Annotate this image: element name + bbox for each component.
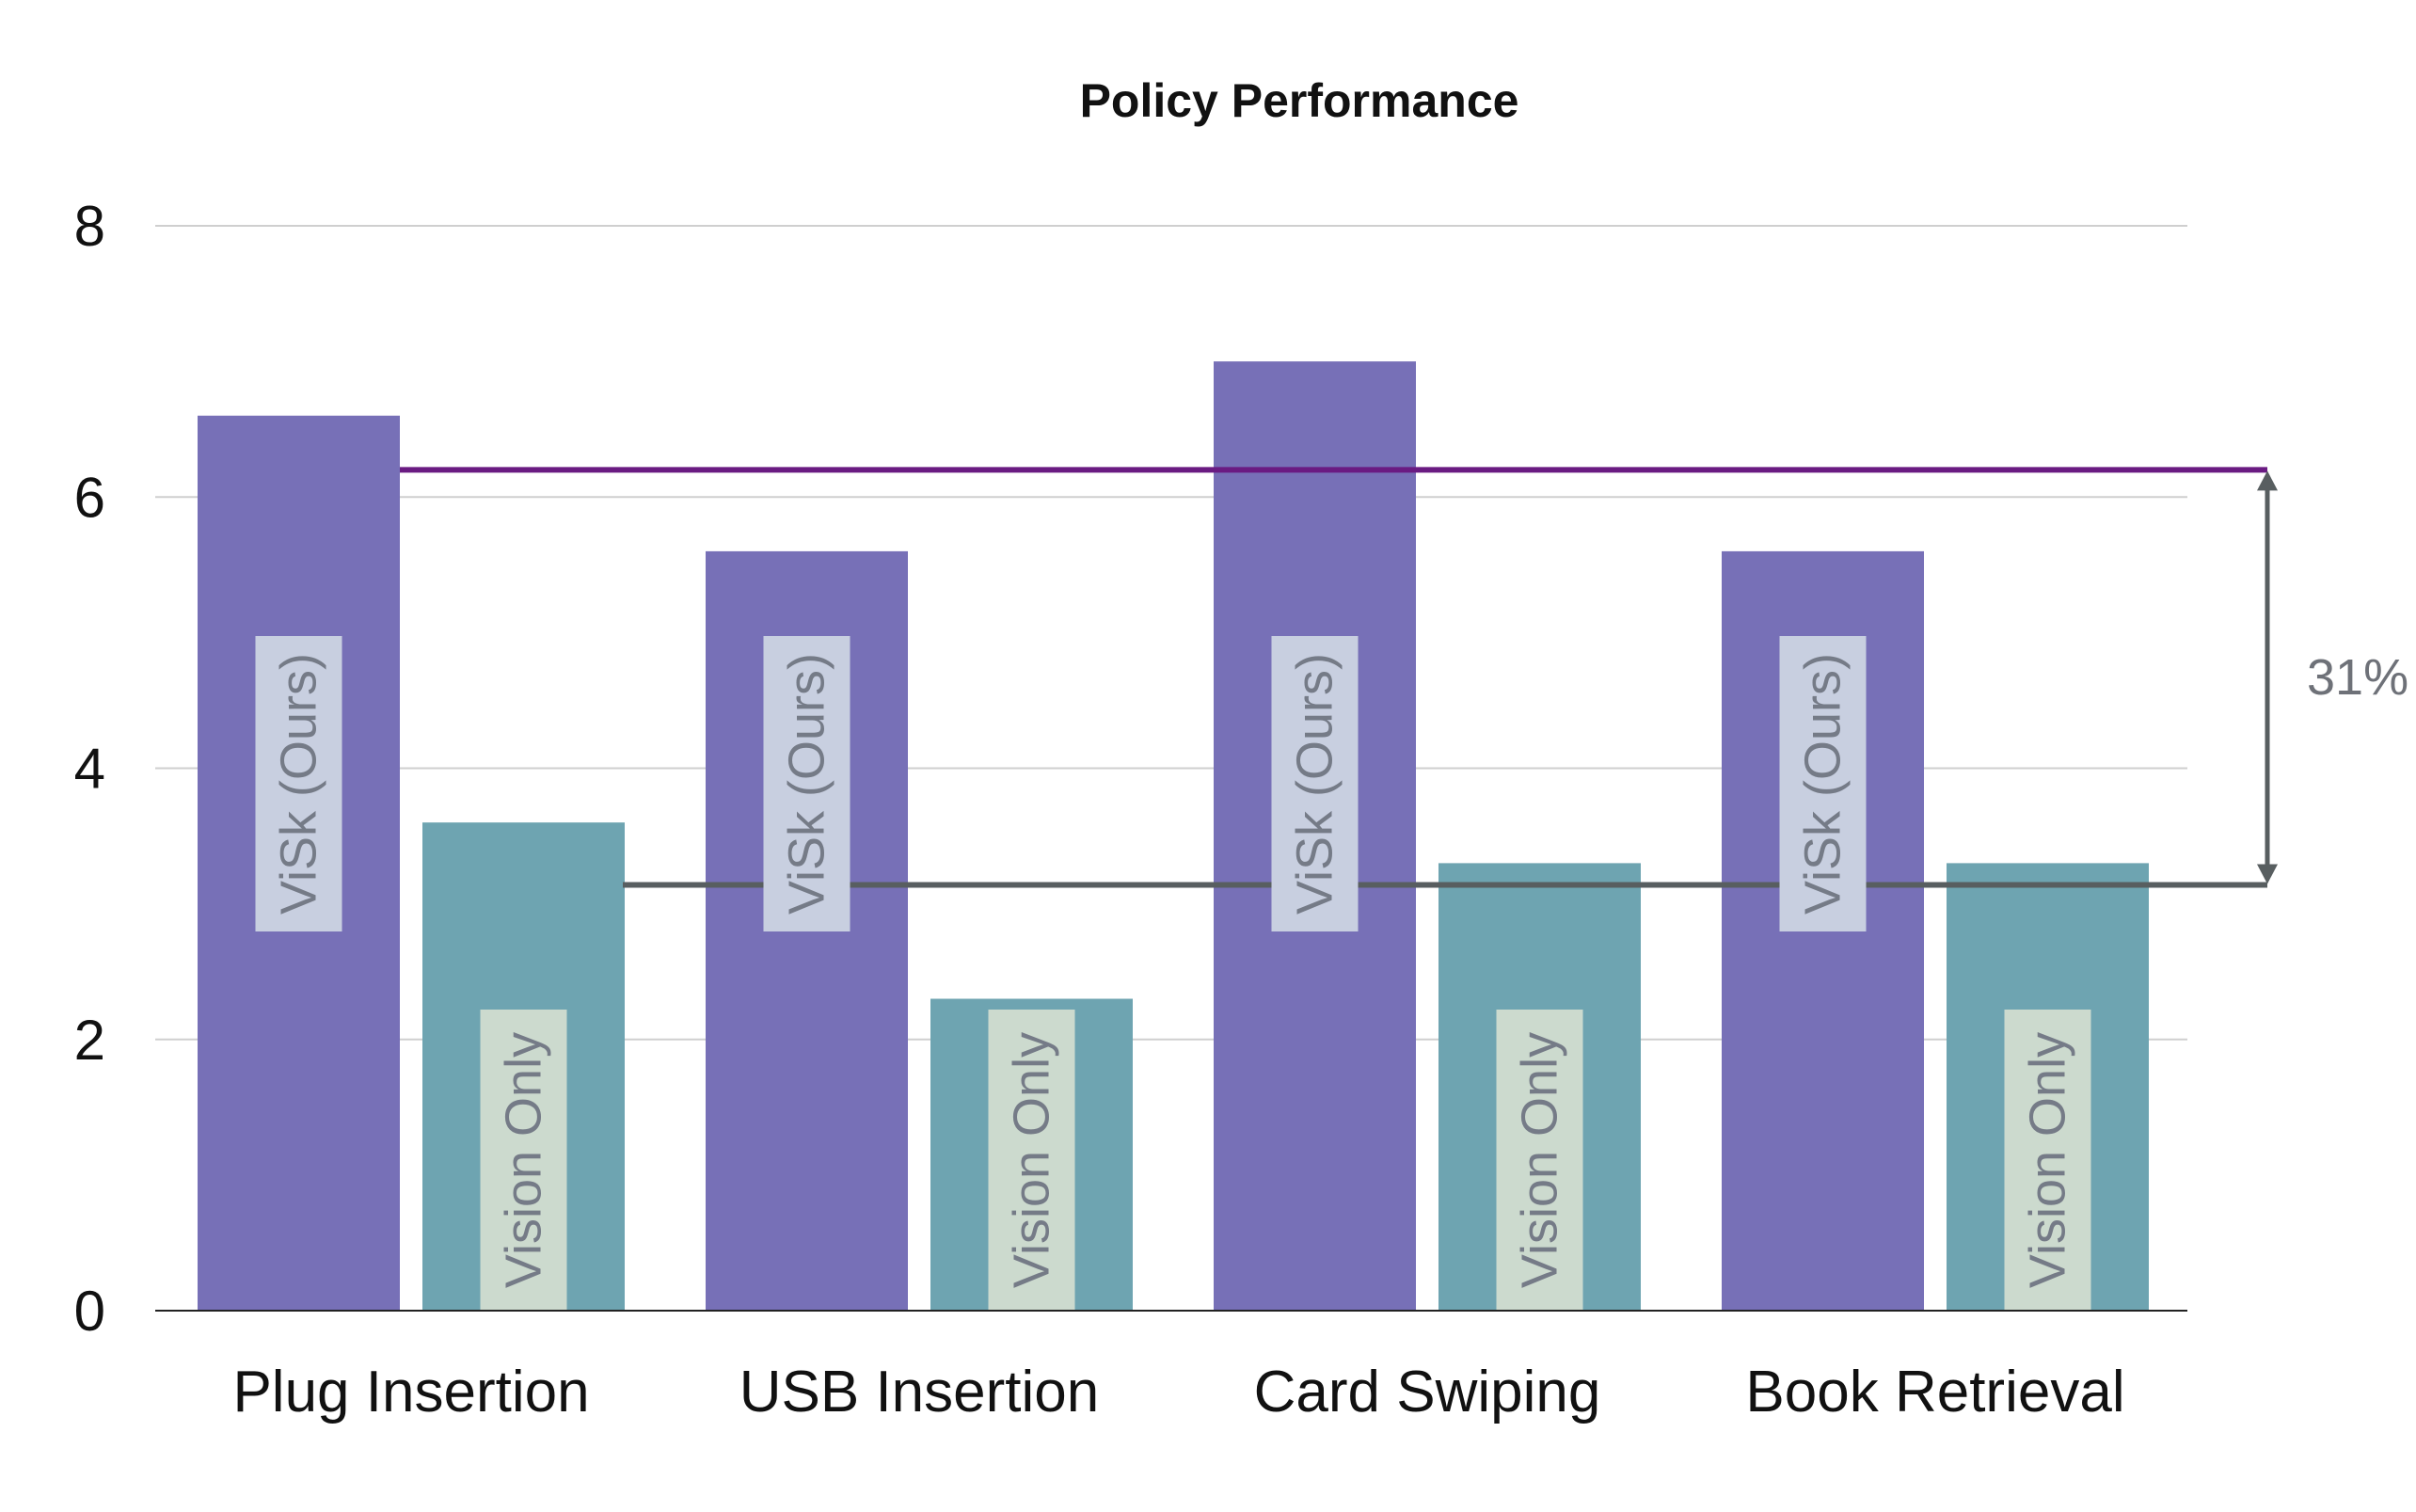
annotation-label: 31% (2307, 649, 2408, 706)
series-label-box (255, 636, 342, 931)
series-label: ViSk (Ours) (779, 653, 835, 915)
y-tick-label: 8 (74, 195, 105, 258)
in-bar-series-labels: ViSk (Ours) Vision Only ViSk (Ours) Vision … (255, 636, 2091, 1311)
axes: 0 2 4 6 8 Plug Insertion USB Insertion Card Swi… (74, 195, 2187, 1424)
chart-title: Policy Performance (1080, 74, 1519, 127)
x-category-label: USB Insertion (739, 1360, 1100, 1424)
series-label: ViSk (Ours) (271, 653, 327, 915)
series-label-box (2004, 1010, 2091, 1311)
arrow-down-icon (2257, 864, 2278, 884)
y-tick-label: 6 (74, 466, 105, 529)
series-label-box (1779, 636, 1867, 931)
series-label: Vision Only (2020, 1032, 2076, 1288)
series-label: ViSk (Ours) (1795, 653, 1852, 915)
series-label-box (763, 636, 850, 931)
y-tick-label: 0 (74, 1280, 105, 1343)
series-label-box (1271, 636, 1359, 931)
series-label-box (480, 1010, 567, 1311)
arrow-up-icon (2257, 470, 2278, 491)
series-label-box (1496, 1010, 1583, 1311)
reference-lines (400, 467, 2267, 888)
series-label: Vision Only (1004, 1032, 1060, 1288)
y-tick-label: 4 (74, 738, 105, 801)
series-label: Vision Only (496, 1032, 552, 1288)
y-tick-label: 2 (74, 1009, 105, 1072)
x-category-label: Book Retrieval (1745, 1360, 2124, 1424)
x-category-label: Card Swiping (1254, 1360, 1601, 1424)
x-category-label: Plug Insertion (232, 1360, 589, 1424)
annotation: 31% (2257, 470, 2408, 884)
series-label: ViSk (Ours) (1287, 653, 1343, 915)
series-label-box (988, 1010, 1075, 1311)
series-label: Vision Only (1512, 1032, 1568, 1288)
